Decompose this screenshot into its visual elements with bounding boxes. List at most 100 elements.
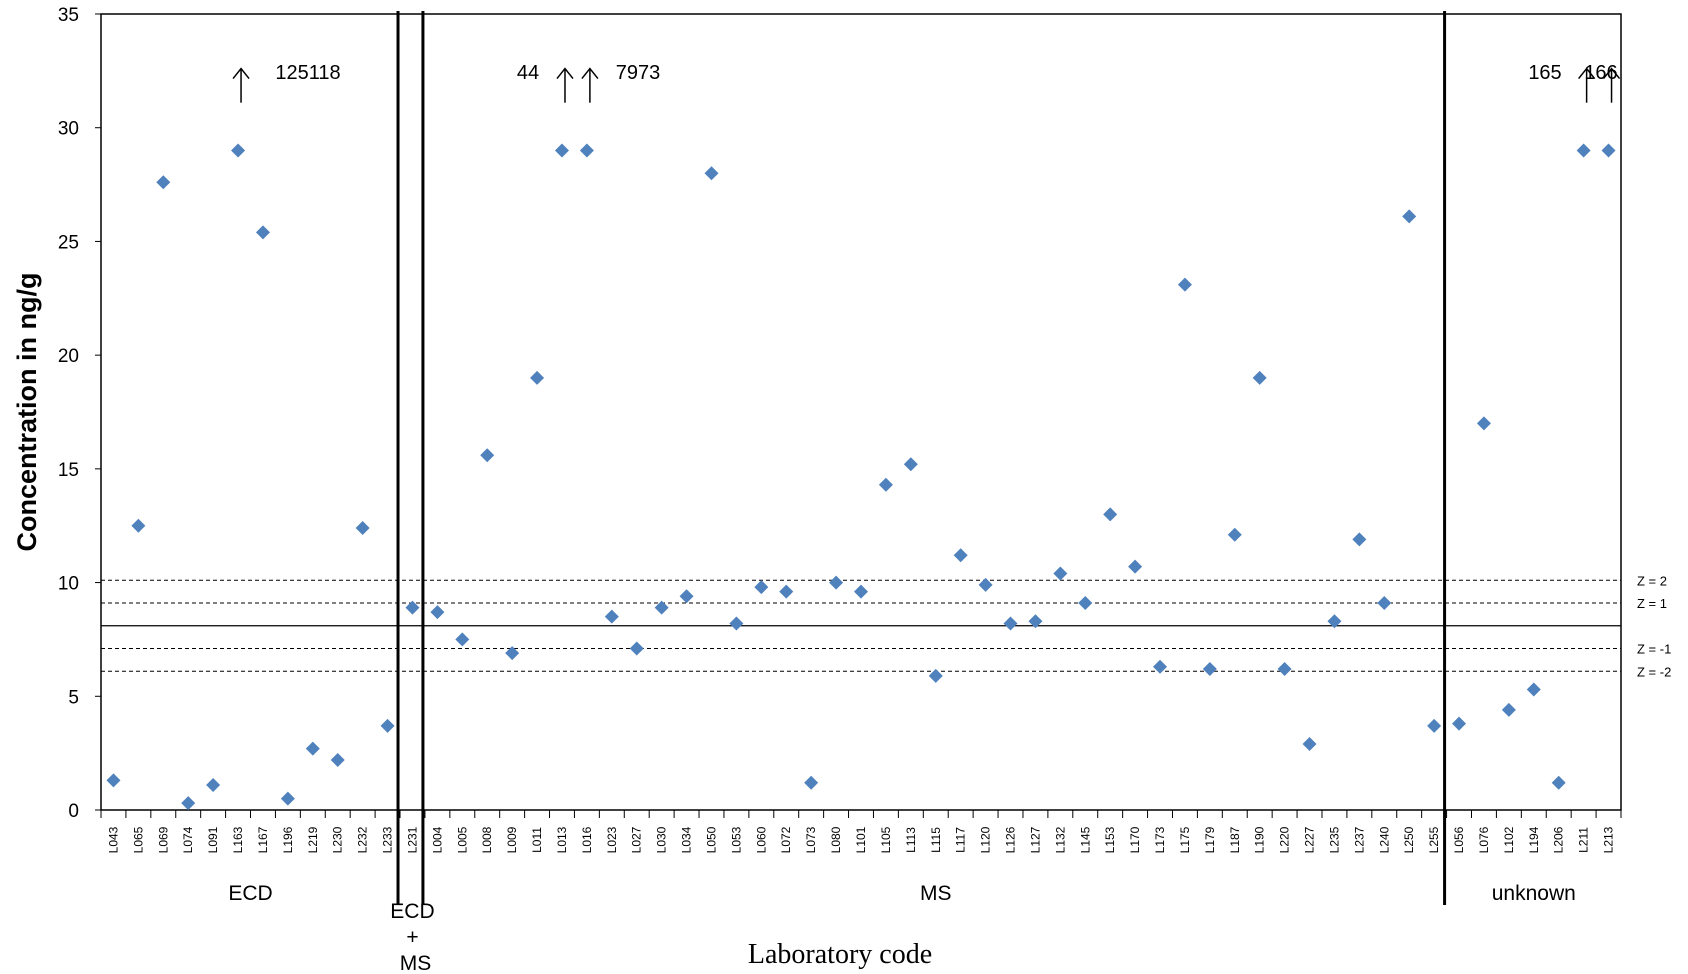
data-point [1352,532,1367,547]
x-tick-label: L132 [1053,826,1067,853]
data-point [704,166,719,181]
data-point [231,143,246,158]
x-tick-label: L105 [879,826,893,853]
x-tick-label: L233 [381,826,395,853]
data-point [181,796,196,811]
data-point [579,143,594,158]
data-point [405,600,420,615]
offscale-arrowhead [232,67,250,80]
x-tick-label: L175 [1178,826,1192,853]
data-point [1377,596,1392,611]
group-label: MS [920,882,952,905]
data-point [330,752,345,767]
offscale-annotations: 125118 44 7973 165 166 [232,62,1621,103]
x-tick-label: L126 [1004,826,1018,853]
x-tick-label: L232 [356,826,370,853]
data-point [1252,370,1267,385]
x-tick-label: L101 [854,826,868,853]
reference-line-label: Z = 1 [1637,596,1667,611]
x-tick-label: L230 [331,826,345,853]
x-tick-label: L023 [605,826,619,853]
data-point [1227,527,1242,542]
group-label: ECD [228,882,272,905]
data-point [1427,718,1442,733]
data-point [131,518,146,533]
y-axis-ticks: 0 5 10 15 20 25 30 35 [58,5,101,822]
y-tick-label: 35 [58,5,79,26]
data-point [1576,143,1591,158]
x-tick-label: L073 [804,826,818,853]
x-tick-label: L034 [680,826,694,853]
data-point [928,668,943,683]
x-tick-label: L069 [156,826,170,853]
data-point [829,575,844,590]
x-tick-label: L004 [430,826,444,853]
data-point [1452,716,1467,731]
x-tick-label: L170 [1128,826,1142,853]
x-tick-label: L113 [904,827,918,853]
x-tick-label: L115 [929,827,943,853]
x-tick-label: L076 [1477,826,1491,853]
data-point [1177,277,1192,292]
data-point [754,580,769,595]
group-labels: ECD ECD + MS MS unknown [228,882,1575,974]
x-tick-label: L255 [1427,826,1441,853]
y-tick-label: 25 [58,232,79,253]
y-tick-label: 15 [58,460,79,481]
data-point [679,589,694,604]
data-point [1277,661,1292,676]
x-tick-label: L235 [1327,826,1341,853]
data-point [1028,614,1043,629]
data-point [1128,559,1143,574]
data-point [455,632,470,647]
data-point [305,741,320,756]
data-point [206,777,221,792]
x-tick-label: L231 [405,826,419,853]
data-point [604,609,619,624]
x-tick-label: L043 [106,826,120,853]
x-axis-label: Laboratory code [748,939,932,970]
reference-lines: Z = 2 Z = 1 Z = -1 Z = -2 [101,573,1671,679]
data-point [1601,143,1616,158]
data-point [1202,661,1217,676]
x-tick-label: L240 [1377,826,1391,853]
x-tick-label: L030 [655,826,669,853]
data-point [430,605,445,620]
x-tick-label: L091 [206,826,220,853]
data-point [1526,682,1541,697]
offscale-value-label: 125118 [275,62,340,84]
x-tick-label: L074 [181,826,195,853]
x-tick-label: L056 [1452,826,1466,853]
data-point [1501,702,1516,717]
reference-line-label: Z = 2 [1637,573,1667,588]
x-tick-label: L065 [131,826,145,853]
offscale-arrowhead [581,67,599,80]
offscale-value-label: 7973 [616,62,661,84]
data-point [854,584,868,599]
offscale-arrowhead [1602,67,1621,80]
data-point [654,600,669,615]
data-point [1053,566,1068,581]
data-point [878,477,893,492]
data-point [554,143,569,158]
x-tick-label: L190 [1253,826,1267,853]
x-tick-label: L016 [580,826,594,853]
data-point [1103,507,1118,522]
reference-line-label: Z = -2 [1637,664,1671,679]
group-separators [396,11,1447,905]
y-tick-label: 30 [58,119,79,140]
x-tick-label: L227 [1303,826,1317,853]
data-point [1402,209,1417,224]
data-point [1327,614,1342,629]
x-tick-label: L179 [1203,826,1217,853]
x-tick-label: L117 [954,827,968,853]
data-point [1153,659,1168,674]
x-tick-label: L219 [306,826,320,853]
reference-line-label: Z = -1 [1637,642,1671,657]
data-point [729,616,744,631]
x-tick-label: L194 [1527,826,1541,853]
data-point [629,641,644,656]
offscale-value-label: 166 [1584,62,1617,84]
offscale-value-label: 44 [517,62,539,84]
group-label: ECD + MS [390,900,434,974]
